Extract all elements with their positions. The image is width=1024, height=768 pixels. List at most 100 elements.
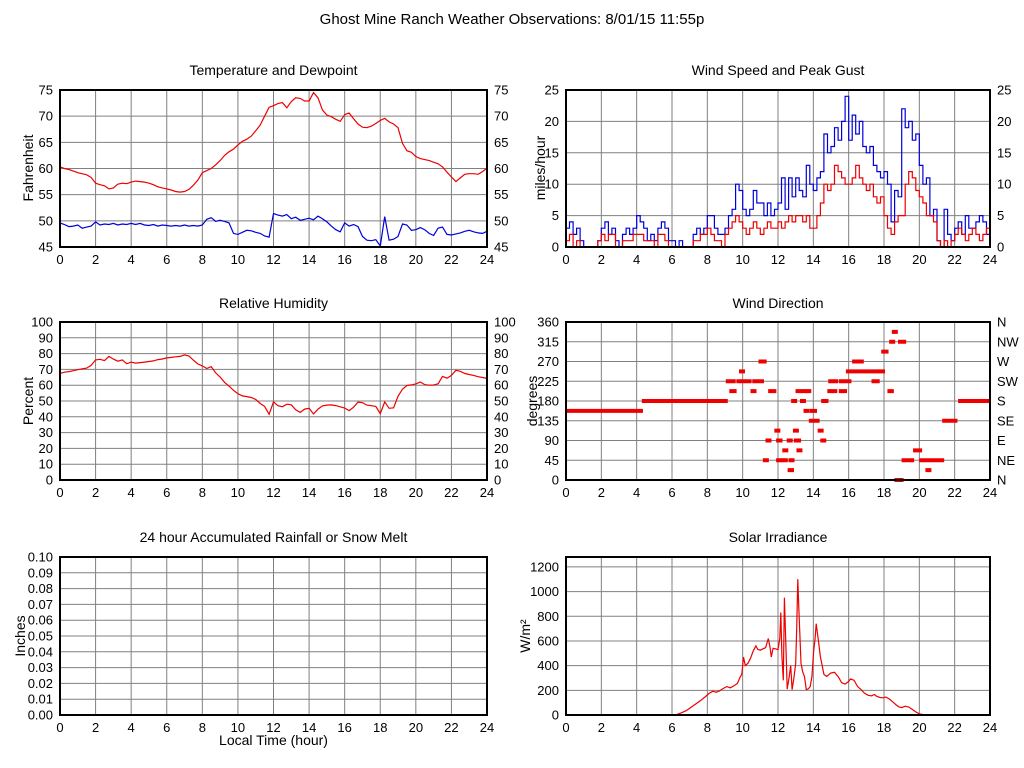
svg-text:8: 8 <box>199 720 206 735</box>
svg-text:2: 2 <box>598 485 605 500</box>
wind-direction-marker <box>793 438 802 443</box>
svg-text:45: 45 <box>494 240 508 255</box>
svg-text:0: 0 <box>552 473 559 488</box>
svg-text:60: 60 <box>39 161 53 176</box>
svg-text:24: 24 <box>480 252 494 267</box>
series-dewpoint <box>59 212 488 248</box>
svg-text:800: 800 <box>537 609 559 624</box>
svg-text:18: 18 <box>877 720 891 735</box>
wind-direction-marker <box>820 438 827 443</box>
svg-text:0: 0 <box>562 252 569 267</box>
svg-text:70: 70 <box>494 109 508 124</box>
wind-direction-marker <box>791 399 798 403</box>
svg-text:2: 2 <box>598 720 605 735</box>
wind-direction-marker <box>786 438 793 443</box>
svg-text:0: 0 <box>56 720 63 735</box>
svg-text:E: E <box>997 433 1006 448</box>
wind-direction-marker <box>750 389 757 394</box>
svg-text:12: 12 <box>771 485 785 500</box>
svg-text:18: 18 <box>373 485 387 500</box>
svg-text:0: 0 <box>562 720 569 735</box>
wind-direction-marker <box>873 369 880 374</box>
svg-text:4: 4 <box>128 485 135 500</box>
svg-text:22: 22 <box>444 485 458 500</box>
svg-text:8: 8 <box>199 485 206 500</box>
svg-text:0.05: 0.05 <box>28 629 53 644</box>
svg-text:16: 16 <box>337 252 351 267</box>
svg-text:90: 90 <box>494 330 508 345</box>
svg-text:10: 10 <box>545 177 559 192</box>
series-peak-gust <box>566 95 991 248</box>
wind-direction-marker <box>878 369 885 374</box>
svg-text:20: 20 <box>545 114 559 129</box>
svg-text:0.03: 0.03 <box>28 660 53 675</box>
plot-solar-irradiance: 0 2 4 6 8 10 12 14 16 18 20 22 240200400600800100012… <box>530 556 997 735</box>
svg-text:50: 50 <box>494 213 508 228</box>
svg-text:10: 10 <box>997 177 1011 192</box>
svg-text:20: 20 <box>409 485 423 500</box>
y-axis-label-w-per-m2: W/m² <box>517 619 533 653</box>
svg-text:50: 50 <box>39 394 53 409</box>
svg-text:50: 50 <box>494 394 508 409</box>
svg-text:0.10: 0.10 <box>28 550 53 565</box>
svg-text:22: 22 <box>444 720 458 735</box>
svg-text:20: 20 <box>39 441 53 456</box>
svg-text:400: 400 <box>537 658 559 673</box>
wind-direction-marker <box>780 458 788 463</box>
svg-text:18: 18 <box>373 720 387 735</box>
svg-text:4: 4 <box>128 720 135 735</box>
svg-text:12: 12 <box>771 252 785 267</box>
wind-direction-marker <box>782 448 789 453</box>
svg-text:15: 15 <box>997 145 1011 160</box>
wind-direction-marker <box>788 458 795 463</box>
svg-text:24: 24 <box>983 252 997 267</box>
svg-text:NE: NE <box>997 453 1015 468</box>
wind-direction-marker <box>739 369 746 374</box>
svg-text:600: 600 <box>537 633 559 648</box>
svg-text:65: 65 <box>494 135 508 150</box>
wind-direction-marker <box>641 399 728 403</box>
svg-text:0.06: 0.06 <box>28 613 53 628</box>
svg-text:180: 180 <box>537 394 559 409</box>
svg-text:S: S <box>997 394 1006 409</box>
svg-text:200: 200 <box>537 683 559 698</box>
wind-direction-marker <box>752 379 764 384</box>
wind-direction-marker <box>758 359 767 364</box>
svg-text:0.09: 0.09 <box>28 565 53 580</box>
chart-title-relative-humidity: Relative Humidity <box>219 295 328 311</box>
svg-text:10: 10 <box>39 457 53 472</box>
svg-text:24: 24 <box>983 720 997 735</box>
svg-text:75: 75 <box>39 83 53 98</box>
wind-direction-marker <box>762 458 769 463</box>
svg-text:45: 45 <box>39 240 53 255</box>
wind-direction-marker <box>808 418 820 423</box>
wind-direction-marker <box>792 428 799 433</box>
svg-text:65: 65 <box>39 135 53 150</box>
y-axis-label-miles-per-hour: miles/hour <box>532 135 548 201</box>
svg-text:315: 315 <box>537 334 559 349</box>
svg-text:4: 4 <box>633 252 640 267</box>
svg-text:0: 0 <box>56 252 63 267</box>
svg-text:6: 6 <box>163 252 170 267</box>
svg-text:20: 20 <box>912 485 926 500</box>
svg-text:16: 16 <box>841 485 855 500</box>
plot-24-hour-accumulated-rainfall-or-snow-melt: 0 2 4 6 8 10 12 14 16 18 20 22 240.000.010.020.030.0… <box>28 550 495 736</box>
svg-text:14: 14 <box>806 485 820 500</box>
wind-direction-marker <box>796 448 803 453</box>
svg-text:6: 6 <box>668 485 675 500</box>
svg-text:100: 100 <box>31 315 53 330</box>
svg-text:14: 14 <box>302 485 316 500</box>
wind-direction-marker <box>729 389 737 394</box>
svg-text:225: 225 <box>537 374 559 389</box>
svg-text:2: 2 <box>92 720 99 735</box>
svg-text:14: 14 <box>302 720 316 735</box>
svg-text:360: 360 <box>537 315 559 330</box>
svg-text:45: 45 <box>545 453 559 468</box>
wind-direction-marker <box>805 389 812 394</box>
svg-text:2: 2 <box>598 252 605 267</box>
svg-text:90: 90 <box>545 433 559 448</box>
